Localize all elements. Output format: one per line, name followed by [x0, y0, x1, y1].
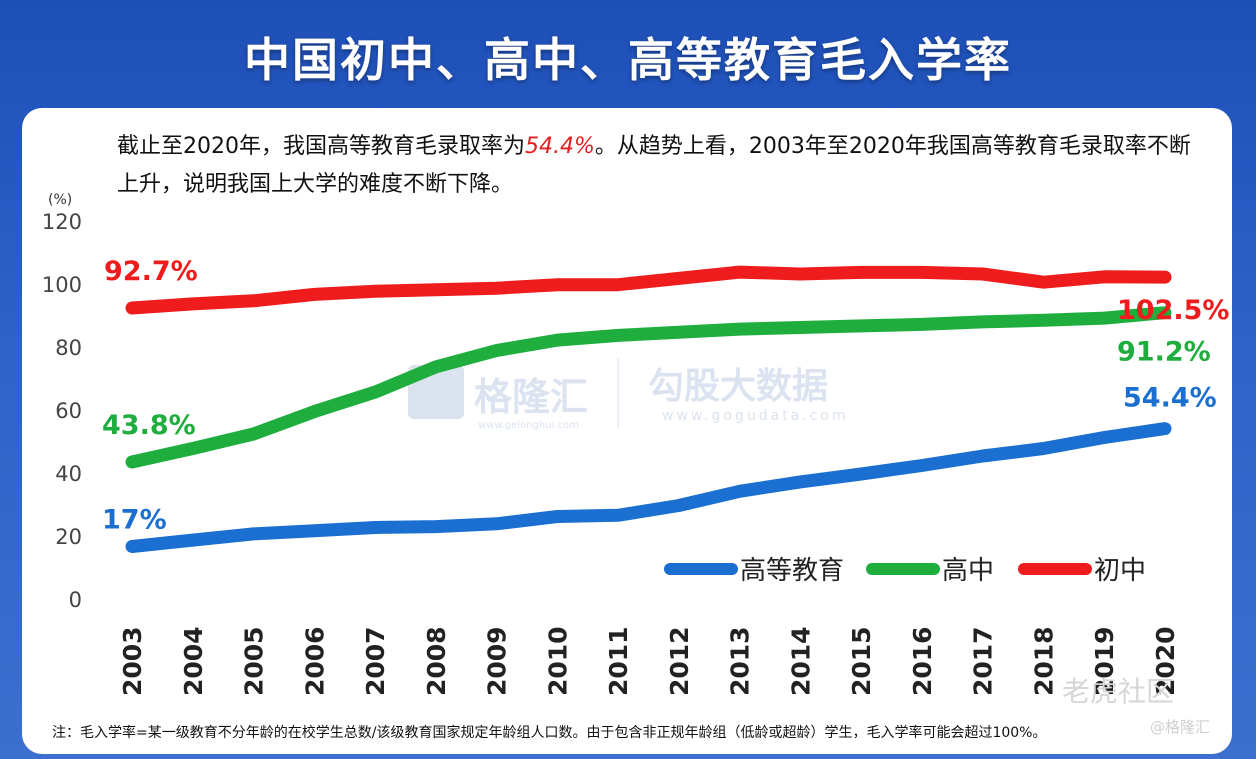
data-label-start: 92.7%	[104, 256, 198, 287]
series-line-初中	[125, 265, 1172, 315]
x-tick-label: 2009	[483, 626, 512, 696]
data-label-end: 54.4%	[1123, 383, 1217, 414]
chart-description: 截止至2020年，我国高等教育毛录取率为54.4%。从趋势上看，2003年至20…	[117, 128, 1197, 204]
description-text-2: 。从趋势上看，2003年至2020年我国高等教育毛录取率不断上升，说明我国上大学…	[117, 134, 1191, 197]
series-line-高等教育	[125, 422, 1172, 553]
series-group	[125, 265, 1172, 553]
y-tick-label: 120	[42, 210, 82, 234]
x-tick-label: 2016	[908, 626, 937, 696]
corner-watermark-2: @格隆汇	[1150, 718, 1211, 736]
x-tick-label: 2006	[300, 626, 329, 696]
watermark: 格隆汇 www.gelonghui.com 勾股大数据 www.gogudata…	[408, 358, 849, 431]
watermark-brand-url: www.gelonghui.com	[478, 420, 579, 431]
watermark-brand: 格隆汇	[474, 375, 588, 419]
series-line-高中	[125, 306, 1172, 469]
description-highlight: 54.4%	[525, 134, 595, 159]
page-title: 中国初中、高中、高等教育毛入学率	[244, 33, 1012, 87]
legend-label: 初中	[1094, 556, 1146, 586]
watermark-data-brand: 勾股大数据	[648, 366, 828, 407]
data-label-end: 102.5%	[1117, 295, 1229, 326]
x-tick-label: 2003	[118, 626, 147, 696]
data-labels: 17% 54.4% 43.8% 91.2% 92.7% 102.5%	[102, 256, 1229, 535]
footnote: 注：毛入学率=某一级教育不分年龄的在校学生总数/该级教育国家规定年龄组人口数。由…	[52, 725, 1047, 741]
y-tick-label: 20	[55, 525, 82, 549]
y-tick-label: 0	[69, 588, 82, 612]
x-tick-label: 2011	[604, 626, 633, 696]
x-tick-label: 2014	[786, 626, 815, 696]
x-tick-label: 2018	[1029, 626, 1058, 696]
data-label-start: 43.8%	[102, 410, 196, 441]
x-tick-label: 2015	[847, 626, 876, 696]
x-tick-label: 2007	[361, 626, 390, 696]
legend-label: 高等教育	[740, 556, 844, 586]
data-label-start: 17%	[102, 504, 167, 535]
x-tick-label: 2005	[240, 626, 269, 696]
x-tick-label: 2012	[665, 626, 694, 696]
y-axis: (%) 0 20 40 60 80 100 120	[42, 192, 82, 612]
x-tick-label: 2008	[422, 626, 451, 696]
x-tick-label: 2004	[179, 626, 208, 696]
y-tick-label: 100	[42, 273, 82, 297]
x-axis: 2003 2004 2005 2006 2007 2008 2009 2010 2011 2012…	[118, 626, 1180, 696]
watermark-data-url: www.gogudata.com	[662, 408, 849, 424]
x-tick-label: 2013	[726, 626, 755, 696]
description-text-1: 截止至2020年，我国高等教育毛录取率为	[117, 134, 525, 159]
corner-watermark: 老虎社区	[1062, 675, 1175, 708]
x-tick-label: 2010	[543, 626, 572, 696]
y-tick-label: 80	[55, 336, 82, 360]
x-tick-label: 2019	[1090, 626, 1119, 696]
chart-card	[22, 108, 1232, 754]
data-label-end: 91.2%	[1117, 337, 1211, 368]
legend-label: 高中	[942, 556, 994, 586]
y-tick-label: 60	[55, 399, 82, 423]
x-tick-label: 2020	[1151, 626, 1180, 696]
x-tick-label: 2017	[969, 626, 998, 696]
y-axis-label: (%)	[48, 192, 72, 208]
legend: 高等教育 高中 初中	[664, 556, 1146, 586]
y-tick-label: 40	[55, 462, 82, 486]
